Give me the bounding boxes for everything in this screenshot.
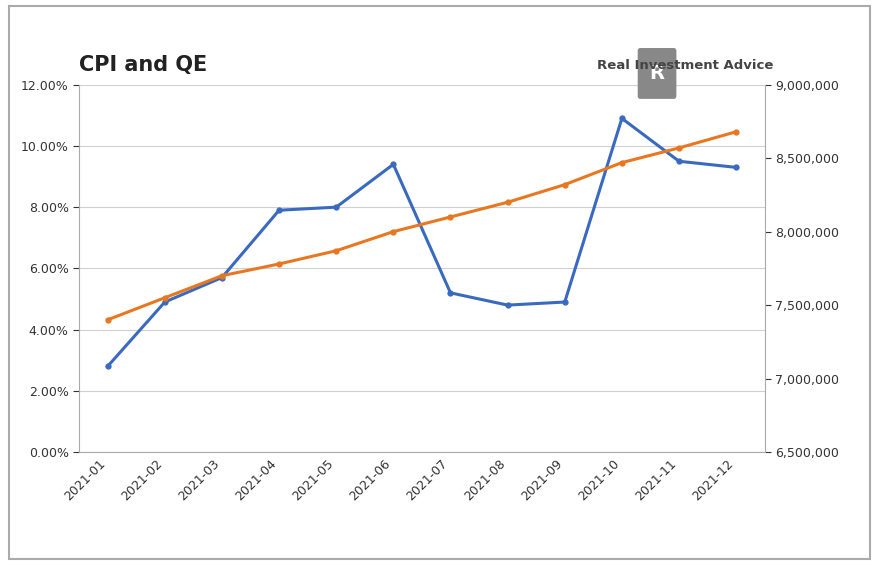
FancyBboxPatch shape (637, 48, 676, 99)
Text: CPI and QE: CPI and QE (79, 55, 207, 75)
Legend: Monthly CPI (annualized -LHS), Fed Balance Sheet ($millions -RHS): Monthly CPI (annualized -LHS), Fed Balan… (161, 562, 682, 565)
Text: R: R (649, 64, 664, 83)
Text: Real Investment Advice: Real Investment Advice (596, 59, 773, 72)
